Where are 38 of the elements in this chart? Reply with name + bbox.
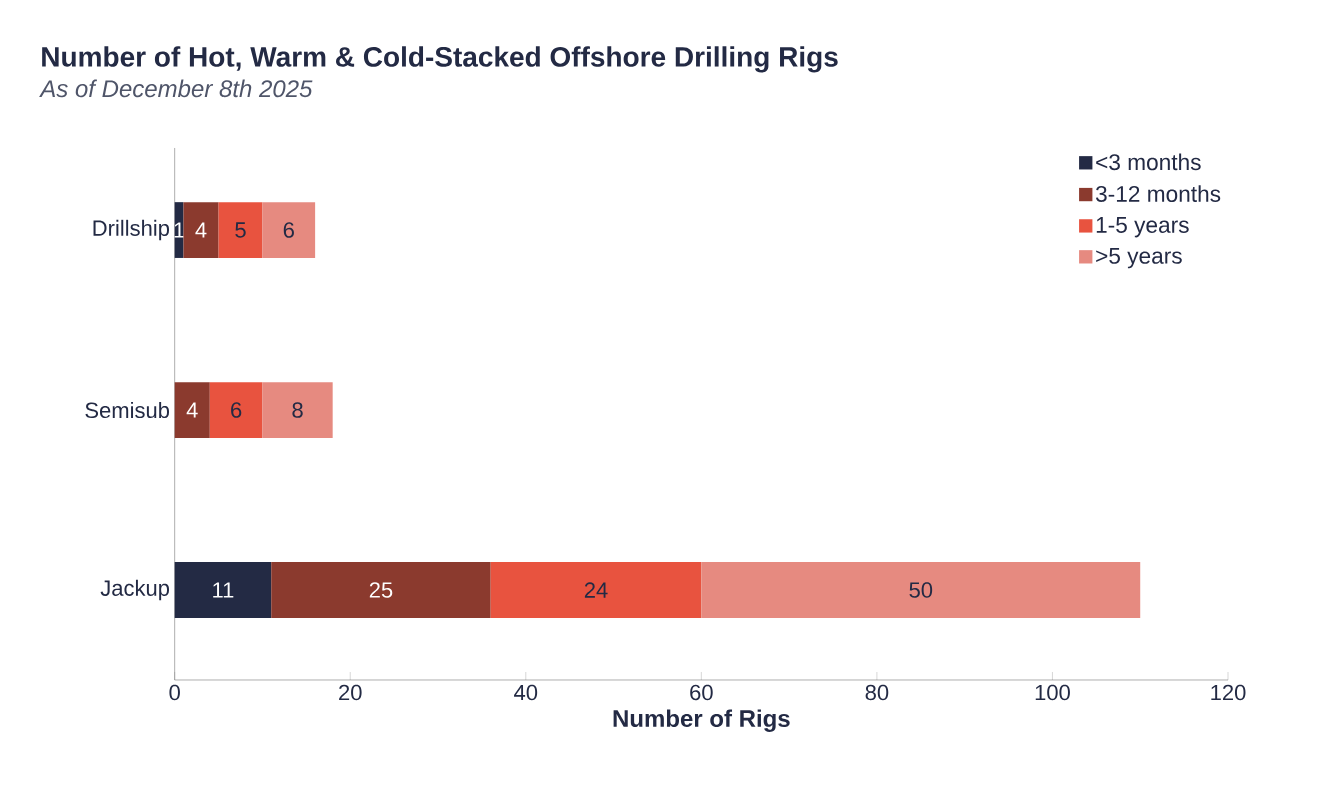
y-tick-label: Jackup [100,579,170,601]
x-tick-label: 80 [865,684,889,701]
bar [262,382,333,438]
bar [183,202,219,258]
data-label: 8 [292,402,303,418]
chart-title: Number of Hot, Warm & Cold-Stacked Offshore Drilling Rigs [42,46,838,73]
bar [490,562,702,618]
legend-label: <3 months [1096,153,1201,171]
x-tick-label: 0 [169,684,180,701]
data-label: 4 [195,222,207,238]
bar [701,562,1141,618]
data-label: 6 [283,222,294,238]
data-label: 11 [213,582,234,598]
data-label: 4 [186,402,198,418]
legend-label: 1-5 years [1096,217,1189,238]
bar [174,562,272,618]
bar [271,562,491,618]
bar [209,382,263,438]
bar [262,202,316,258]
data-label: 5 [235,222,246,238]
data-label: 25 [369,582,393,598]
x-tick-label: 40 [514,684,538,701]
data-label: 1 [174,222,185,238]
data-label: 50 [909,582,933,598]
y-tick-label: Drillship [93,219,170,241]
data-label: 24 [584,582,608,598]
chart-subtitle: As of December 8th 2025 [39,79,313,98]
x-tick-label: 20 [339,684,362,701]
legend-label: 3-12 months [1095,185,1221,202]
legend-label: >5 years [1096,248,1182,269]
x-tick-label: 120 [1211,684,1246,701]
x-tick-label: 100 [1035,684,1070,701]
bar [174,382,210,438]
x-tick-label: 60 [690,684,713,701]
x-axis-title: Number of Rigs [613,709,790,732]
y-tick-label: Semisub [85,401,170,419]
bar [218,202,263,258]
data-label: 6 [231,402,242,418]
